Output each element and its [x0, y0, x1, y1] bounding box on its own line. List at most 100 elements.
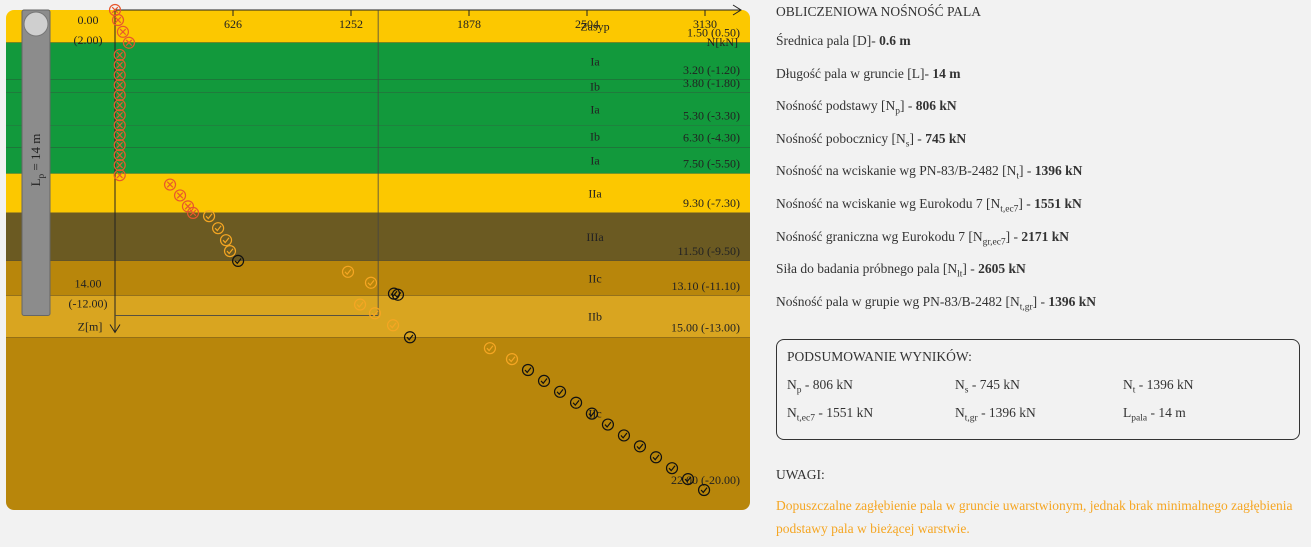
point-symbol: [116, 121, 123, 129]
result-separator: ] -: [962, 261, 979, 277]
capacity-point: [341, 265, 355, 278]
result-label: Nośność graniczna wg Eurokodu 7 [N: [776, 228, 983, 244]
point-circle: [113, 58, 126, 72]
capacity-point: [697, 483, 711, 497]
x-axis-label: N[kN]: [707, 35, 738, 49]
summary-value: - 1396 kN: [977, 405, 1036, 420]
point-symbol: [125, 39, 133, 46]
result-subscript: t,ec7: [1000, 204, 1019, 215]
result-label: Nośność podstawy [N: [776, 98, 896, 114]
point-circle: [483, 342, 497, 355]
summary-symbol: N: [1123, 377, 1133, 392]
pile: [21, 9, 51, 316]
layer-name: Ib: [590, 79, 600, 93]
capacity-point: [223, 244, 237, 258]
result-value: 2171 kN: [1021, 228, 1070, 244]
pile-head: [23, 11, 49, 37]
layer-name: IIa: [588, 186, 602, 200]
layer-name: Zasyp: [580, 19, 609, 33]
result-value: 745 kN: [925, 130, 967, 146]
result-value: 14 m: [932, 65, 961, 81]
pile-base-label: 14.00: [75, 276, 102, 290]
layer-depth: 11.50 (-9.50): [677, 244, 740, 258]
result-value: 1396 kN: [1034, 163, 1083, 179]
pile-label-part: p: [36, 173, 46, 178]
point-symbol: [394, 291, 402, 299]
result-row: Nośność pala w grupie wg PN-83/B-2482 [N…: [776, 294, 1096, 313]
point-circle: [633, 440, 647, 453]
capacity-point: [665, 462, 679, 475]
point-circle: [617, 429, 631, 442]
point-symbol: [524, 367, 532, 374]
point-symbol: [700, 487, 708, 494]
point-circle: [364, 276, 378, 289]
capacity-point: [368, 307, 382, 320]
summary-symbol: N: [955, 405, 965, 420]
point-circle: [341, 265, 355, 278]
point-symbol: [234, 258, 242, 265]
capacity-point: [113, 99, 126, 112]
point-symbol: [189, 209, 197, 217]
result-subscript: gr,ec7: [982, 237, 1006, 248]
point-symbol: [604, 421, 612, 428]
result-separator: ] -: [900, 98, 916, 114]
summary-item: Ns - 745 kN: [955, 377, 1020, 396]
point-circle: [116, 25, 130, 38]
capacity-point: [537, 374, 551, 388]
result-row: Nośność graniczna wg Eurokodu 7 [Ngr,ec7…: [776, 229, 1069, 248]
x-tick-label: 3130: [693, 17, 717, 31]
result-row: Nośność podstawy [Np] - 806 kN: [776, 98, 957, 117]
layer-name: IIIa: [586, 230, 604, 244]
summary-symbol: N: [787, 377, 797, 392]
layer-name: IIc: [588, 407, 601, 421]
point-symbol: [116, 61, 123, 69]
layer-depth: 9.30 (-7.30): [683, 196, 740, 210]
capacity-point: [617, 429, 631, 442]
point-circle: [681, 472, 695, 486]
point-symbol: [176, 192, 184, 199]
summary-title: PODSUMOWANIE WYNIKÓW:: [787, 349, 972, 364]
capacity-point: [391, 288, 405, 301]
point-circle: [186, 206, 200, 220]
point-symbol: [222, 237, 230, 244]
capacity-point: [113, 169, 126, 182]
summary-item: Np - 806 kN: [787, 377, 853, 396]
capacity-point: [649, 451, 663, 464]
point-circle: [665, 462, 679, 475]
layer-depth: 15.00 (-13.00): [671, 320, 740, 334]
capacity-point: [403, 331, 417, 344]
z-axis-arrow: [109, 324, 121, 334]
point-symbol: [556, 389, 564, 396]
point-circle: [113, 119, 126, 132]
point-circle: [113, 169, 126, 182]
point-symbol: [620, 432, 628, 439]
point-circle: [111, 13, 125, 27]
pile-chart: Zasyp 1.50 (0.50) Ia 3.20 (-1.20) Ib 3.80 (-1…: [6, 3, 750, 510]
layer-depth: 6.30 (-4.30): [683, 130, 740, 144]
layer-name: Ia: [590, 102, 600, 116]
summary-item: Nt,ec7 - 1551 kN: [787, 405, 873, 424]
point-symbol: [371, 310, 379, 317]
result-value: 1551 kN: [1034, 196, 1082, 211]
result-subscript: t,gr: [1019, 302, 1033, 313]
notes-title: UWAGI:: [776, 467, 825, 482]
result-row: Nośność pobocznicy [Ns] - 745 kN: [776, 131, 966, 150]
result-row: Nośność na wciskanie wg Eurokodu 7 [Nt,e…: [776, 196, 1082, 215]
result-label: Nośność pobocznicy [N: [776, 130, 906, 146]
result-row: Siła do badania próbnego pala [Nlt] - 26…: [776, 261, 1026, 280]
capacity-point: [163, 178, 177, 191]
result-subscript: t: [1016, 172, 1019, 183]
point-circle: [202, 210, 216, 223]
result-label: Siła do badania próbnego pala [N: [776, 261, 958, 277]
capacity-point: [113, 78, 126, 92]
point-symbol: [572, 399, 580, 407]
capacity-point: [212, 222, 225, 235]
capacity-point: [553, 385, 567, 398]
point-circle: [505, 352, 519, 366]
point-circle: [113, 78, 126, 92]
point-symbol: [114, 16, 122, 24]
point-circle: [113, 128, 126, 142]
point-circle: [231, 254, 245, 268]
point-symbol: [668, 465, 676, 472]
